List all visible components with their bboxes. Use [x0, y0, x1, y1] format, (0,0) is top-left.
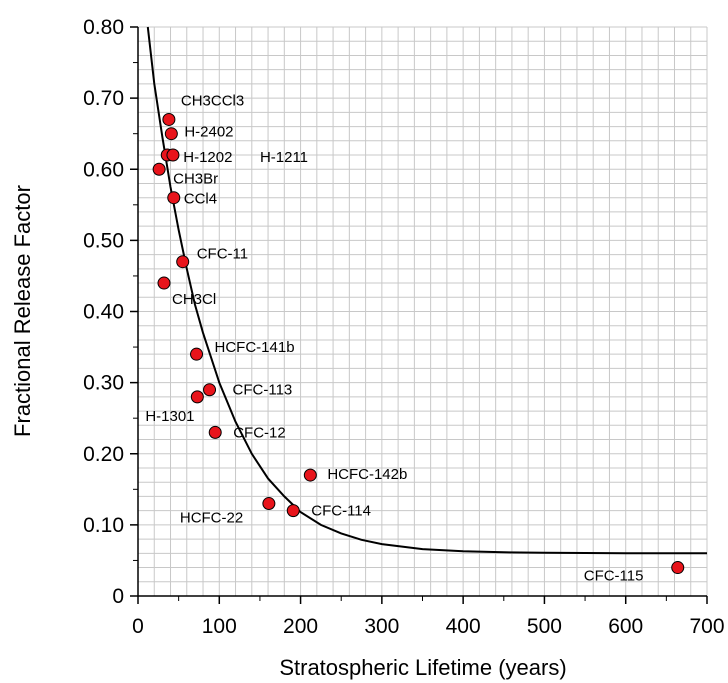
- y-tick-label: 0.80: [83, 16, 124, 39]
- x-tick-label: 100: [202, 615, 237, 638]
- x-tick-label: 700: [689, 615, 724, 638]
- data-label: CCl4: [184, 191, 217, 208]
- data-label: CFC-114: [311, 503, 371, 520]
- y-tick-label: 0.40: [83, 301, 124, 324]
- data-label: CFC-115: [584, 568, 644, 585]
- y-tick-label: 0: [112, 585, 124, 608]
- y-tick-label: 0.30: [83, 372, 124, 395]
- data-point: [262, 497, 276, 511]
- data-label: CH3Cl: [172, 291, 216, 308]
- x-tick-label: 600: [608, 615, 643, 638]
- x-tick-label: 0: [132, 615, 144, 638]
- points: [152, 112, 685, 575]
- data-label: HCFC-22: [180, 510, 243, 527]
- data-label: H-1301: [145, 408, 194, 425]
- ticks: 0 100 200 300 400 500 600 700 0 0.10 0.20 0.30 0.40 0…: [83, 16, 724, 638]
- y-tick-label: 0.60: [83, 158, 124, 181]
- data-point: [203, 383, 217, 397]
- data-point: [208, 425, 222, 439]
- data-point: [303, 468, 317, 482]
- data-label: CFC-11: [197, 246, 248, 263]
- data-point: [152, 162, 166, 176]
- fit-curve: [146, 26, 707, 555]
- data-label: H-2402: [184, 124, 233, 141]
- data-point: [176, 255, 190, 269]
- x-tick-label: 400: [446, 615, 481, 638]
- point-labels: CH3CCl3 H-2402 H-1202 H-1211 CH3Br CCl4 CFC-11…: [145, 92, 643, 584]
- y-axis-title: Fractional Release Factor: [10, 185, 35, 437]
- data-point: [162, 112, 176, 126]
- data-point: [190, 390, 204, 404]
- data-label: HCFC-142b: [327, 466, 407, 483]
- data-label: CH3Br: [173, 170, 218, 187]
- data-point: [286, 504, 300, 518]
- data-point: [167, 191, 181, 205]
- data-label: CH3CCl3: [181, 92, 244, 109]
- data-point: [157, 276, 171, 290]
- y-tick-label: 0.20: [83, 443, 124, 466]
- x-tick-label: 200: [283, 615, 318, 638]
- data-point: [671, 561, 685, 575]
- y-tick-label: 0.50: [83, 229, 124, 252]
- data-point: [190, 347, 204, 361]
- x-axis-title: Stratospheric Lifetime (years): [279, 655, 566, 680]
- grid: [137, 26, 708, 597]
- x-tick-label: 300: [364, 615, 399, 638]
- y-tick-label: 0.70: [83, 87, 124, 110]
- data-point: [164, 127, 178, 141]
- data-label: H-1211: [260, 149, 308, 166]
- data-point: [166, 148, 180, 162]
- data-label: HCFC-141b: [215, 339, 295, 356]
- data-label: CFC-113: [233, 382, 293, 399]
- data-label: H-1202: [183, 149, 232, 166]
- data-label: CFC-12: [233, 424, 286, 441]
- x-tick-label: 500: [527, 615, 562, 638]
- y-tick-label: 0.10: [83, 514, 124, 537]
- curve-layer: [146, 26, 707, 555]
